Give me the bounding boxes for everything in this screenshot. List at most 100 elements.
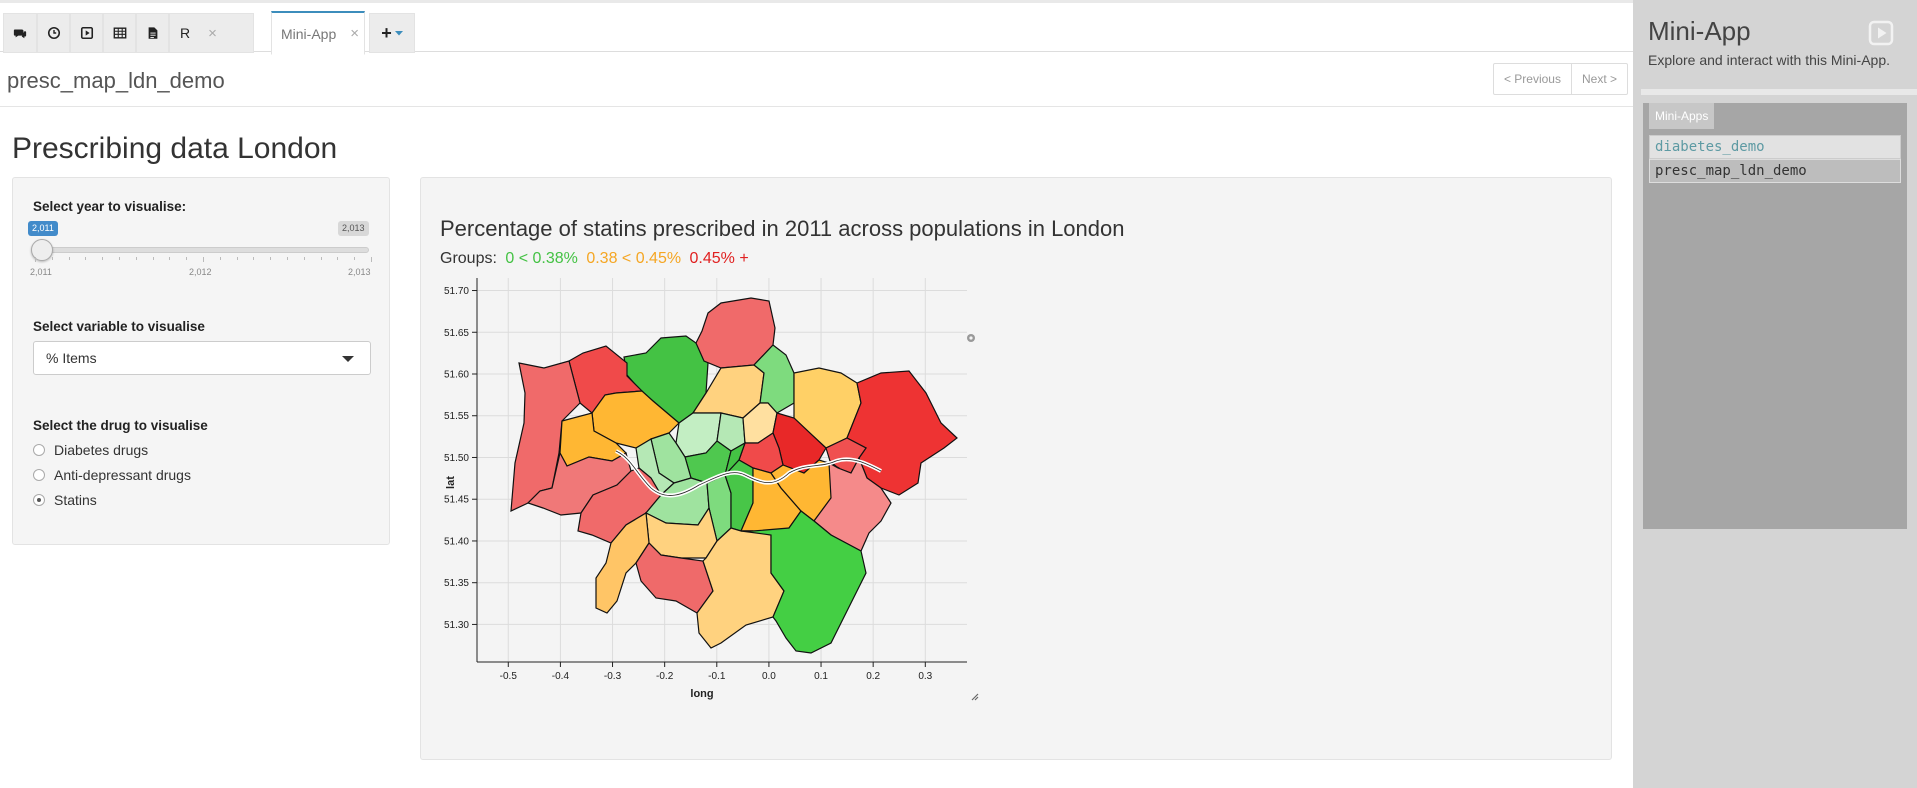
page-header: presc_map_ldn_demo < Previous Next > xyxy=(0,52,1633,107)
list-item[interactable]: presc_map_ldn_demo xyxy=(1649,159,1901,183)
year-tick-label: 2,011 xyxy=(30,267,52,277)
slider-tick xyxy=(287,257,288,260)
tab-media[interactable] xyxy=(70,13,103,53)
close-icon[interactable]: × xyxy=(208,24,217,42)
x-tick-label: 0.2 xyxy=(866,671,880,682)
caret-down-icon xyxy=(394,31,403,36)
slider-tick xyxy=(135,257,137,260)
year-to-badge: 2,013 xyxy=(338,221,369,236)
tab-mini-app-label: Mini-App xyxy=(281,25,337,42)
y-tick-label: 51.50 xyxy=(444,453,469,464)
y-tick-label: 51.45 xyxy=(444,495,469,506)
radio-statins[interactable]: Statins xyxy=(33,492,97,508)
play-square-icon xyxy=(80,26,93,40)
pager: < Previous Next > xyxy=(1492,63,1628,95)
document-icon xyxy=(148,27,157,39)
top-border xyxy=(0,0,1633,3)
year-slider-track[interactable] xyxy=(33,247,369,253)
legend-mid: 0.38 < 0.45% xyxy=(586,250,682,267)
slider-tick xyxy=(152,257,154,260)
close-icon[interactable]: × xyxy=(350,25,360,42)
tab-mini-apps[interactable]: Mini-Apps xyxy=(1649,103,1715,129)
slider-tick xyxy=(51,257,53,260)
x-axis-label: long xyxy=(690,688,713,700)
x-tick-label: 0.3 xyxy=(918,671,932,682)
borough-regions xyxy=(510,297,958,654)
tab-mini-app[interactable]: Mini-App × xyxy=(271,11,365,55)
variable-label: Select variable to visualise xyxy=(33,319,205,334)
radio-diabetes[interactable]: Diabetes drugs xyxy=(33,442,148,458)
x-tick-label: 0.0 xyxy=(762,671,776,682)
x-tick-label: -0.1 xyxy=(708,671,726,682)
page-title: Prescribing data London xyxy=(12,132,338,165)
list-item[interactable]: diabetes_demo xyxy=(1649,135,1901,159)
right-sidebar: Mini-App Explore and interact with this … xyxy=(1633,0,1917,788)
gear-icon xyxy=(967,334,975,342)
year-label: Select year to visualise: xyxy=(33,199,187,214)
tab-bar: R × Mini-App × + xyxy=(0,3,1633,55)
mini-apps-list: diabetes_demo presc_map_ldn_demo xyxy=(1649,135,1901,187)
slider-tick xyxy=(35,257,36,262)
borough-bromley xyxy=(740,510,867,654)
slider-tick xyxy=(303,257,305,260)
plus-icon: + xyxy=(381,22,392,43)
slider-tick xyxy=(236,257,238,260)
tab-r[interactable]: R × xyxy=(169,13,254,53)
sidebar-description: Explore and interact with this Mini-App. xyxy=(1648,52,1890,68)
legend-low: 0 < 0.38% xyxy=(505,250,578,267)
map-title: Percentage of statins prescribed in 2011… xyxy=(440,216,1125,241)
slider-tick xyxy=(119,257,120,260)
river-outline xyxy=(615,450,882,496)
clock-icon xyxy=(47,26,60,40)
tab-table[interactable] xyxy=(103,13,136,53)
london-map-plot[interactable]: -0.5 -0.4 -0.3 -0.2 -0.1 0.0 0.1 0.2 0.3 51.70 51.… xyxy=(421,273,1121,723)
y-tick-label: 51.40 xyxy=(444,536,469,547)
sidebar-title: Mini-App xyxy=(1648,16,1751,46)
variable-selected-value: % Items xyxy=(46,350,97,366)
slider-tick xyxy=(270,257,272,260)
map-panel: Percentage of statins prescribed in 2011… xyxy=(420,177,1612,760)
map-legend: Groups: 0 < 0.38% 0.38 < 0.45% 0.45% + xyxy=(440,250,753,268)
x-tick-label: -0.2 xyxy=(656,671,674,682)
radio-label: Anti-depressant drugs xyxy=(54,467,191,483)
plot-axes: -0.5 -0.4 -0.3 -0.2 -0.1 0.0 0.1 0.2 0.3 51.70 51.… xyxy=(444,278,967,700)
radio-antidepressant[interactable]: Anti-depressant drugs xyxy=(33,467,191,483)
tab-chat[interactable] xyxy=(3,13,37,53)
tab-r-label: R xyxy=(180,25,191,41)
year-slider-handle[interactable] xyxy=(31,239,53,261)
slider-tick xyxy=(85,257,87,260)
slider-tick xyxy=(169,257,171,260)
radio-label: Statins xyxy=(54,492,97,508)
tab-history[interactable] xyxy=(37,13,70,53)
slider-tick xyxy=(186,257,188,260)
x-tick-label: 0.1 xyxy=(814,671,828,682)
radio-button[interactable] xyxy=(33,494,45,506)
x-tick-label: -0.5 xyxy=(500,671,518,682)
y-tick-label: 51.65 xyxy=(444,328,469,339)
radio-button[interactable] xyxy=(33,444,45,456)
y-tick-label: 51.30 xyxy=(444,620,469,631)
slider-tick xyxy=(102,257,104,260)
y-tick-label: 51.55 xyxy=(444,411,469,422)
caret-down-icon xyxy=(342,356,354,362)
y-tick-label: 51.35 xyxy=(444,578,469,589)
slider-tick xyxy=(354,257,356,260)
next-button[interactable]: Next > xyxy=(1570,64,1627,94)
chat-icon xyxy=(13,29,27,39)
slider-tick xyxy=(68,257,70,260)
year-from-badge: 2,011 xyxy=(28,221,58,236)
year-tick-label: 2,013 xyxy=(348,267,371,277)
tab-document[interactable] xyxy=(136,13,169,53)
table-icon xyxy=(113,27,126,39)
app-name: presc_map_ldn_demo xyxy=(7,68,225,93)
variable-select[interactable]: % Items xyxy=(33,341,371,375)
play-icon[interactable] xyxy=(1868,20,1894,46)
radio-button[interactable] xyxy=(33,469,45,481)
new-tab-button[interactable]: + xyxy=(369,13,415,53)
slider-tick xyxy=(371,257,372,262)
previous-button[interactable]: < Previous xyxy=(1503,72,1561,86)
slider-tick xyxy=(320,257,322,260)
borough-kingston xyxy=(595,511,650,614)
slider-tick xyxy=(253,257,255,260)
legend-high: 0.45% + xyxy=(689,250,749,267)
